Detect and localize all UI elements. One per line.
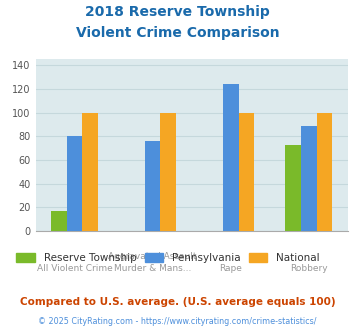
Bar (285, 145, 301, 231)
Text: All Violent Crime: All Violent Crime (37, 264, 113, 273)
Bar (160, 113, 176, 231)
Text: Rape: Rape (219, 264, 242, 273)
Text: Violent Crime Comparison: Violent Crime Comparison (76, 26, 279, 40)
Bar (223, 84, 239, 231)
Bar (317, 113, 332, 231)
Bar (239, 113, 254, 231)
Text: Compared to U.S. average. (U.S. average equals 100): Compared to U.S. average. (U.S. average … (20, 297, 335, 307)
Bar (301, 126, 317, 231)
Text: Aggravated Assault: Aggravated Assault (108, 252, 197, 261)
Bar (145, 141, 160, 231)
Bar (82, 113, 98, 231)
Legend: Reserve Township, Pennsylvania, National: Reserve Township, Pennsylvania, National (12, 248, 323, 267)
Text: Robbery: Robbery (290, 264, 328, 273)
Text: 2018 Reserve Township: 2018 Reserve Township (85, 5, 270, 19)
Bar (51, 211, 67, 231)
Bar (67, 136, 82, 231)
Text: © 2025 CityRating.com - https://www.cityrating.com/crime-statistics/: © 2025 CityRating.com - https://www.city… (38, 317, 317, 326)
Text: Murder & Mans...: Murder & Mans... (114, 264, 191, 273)
